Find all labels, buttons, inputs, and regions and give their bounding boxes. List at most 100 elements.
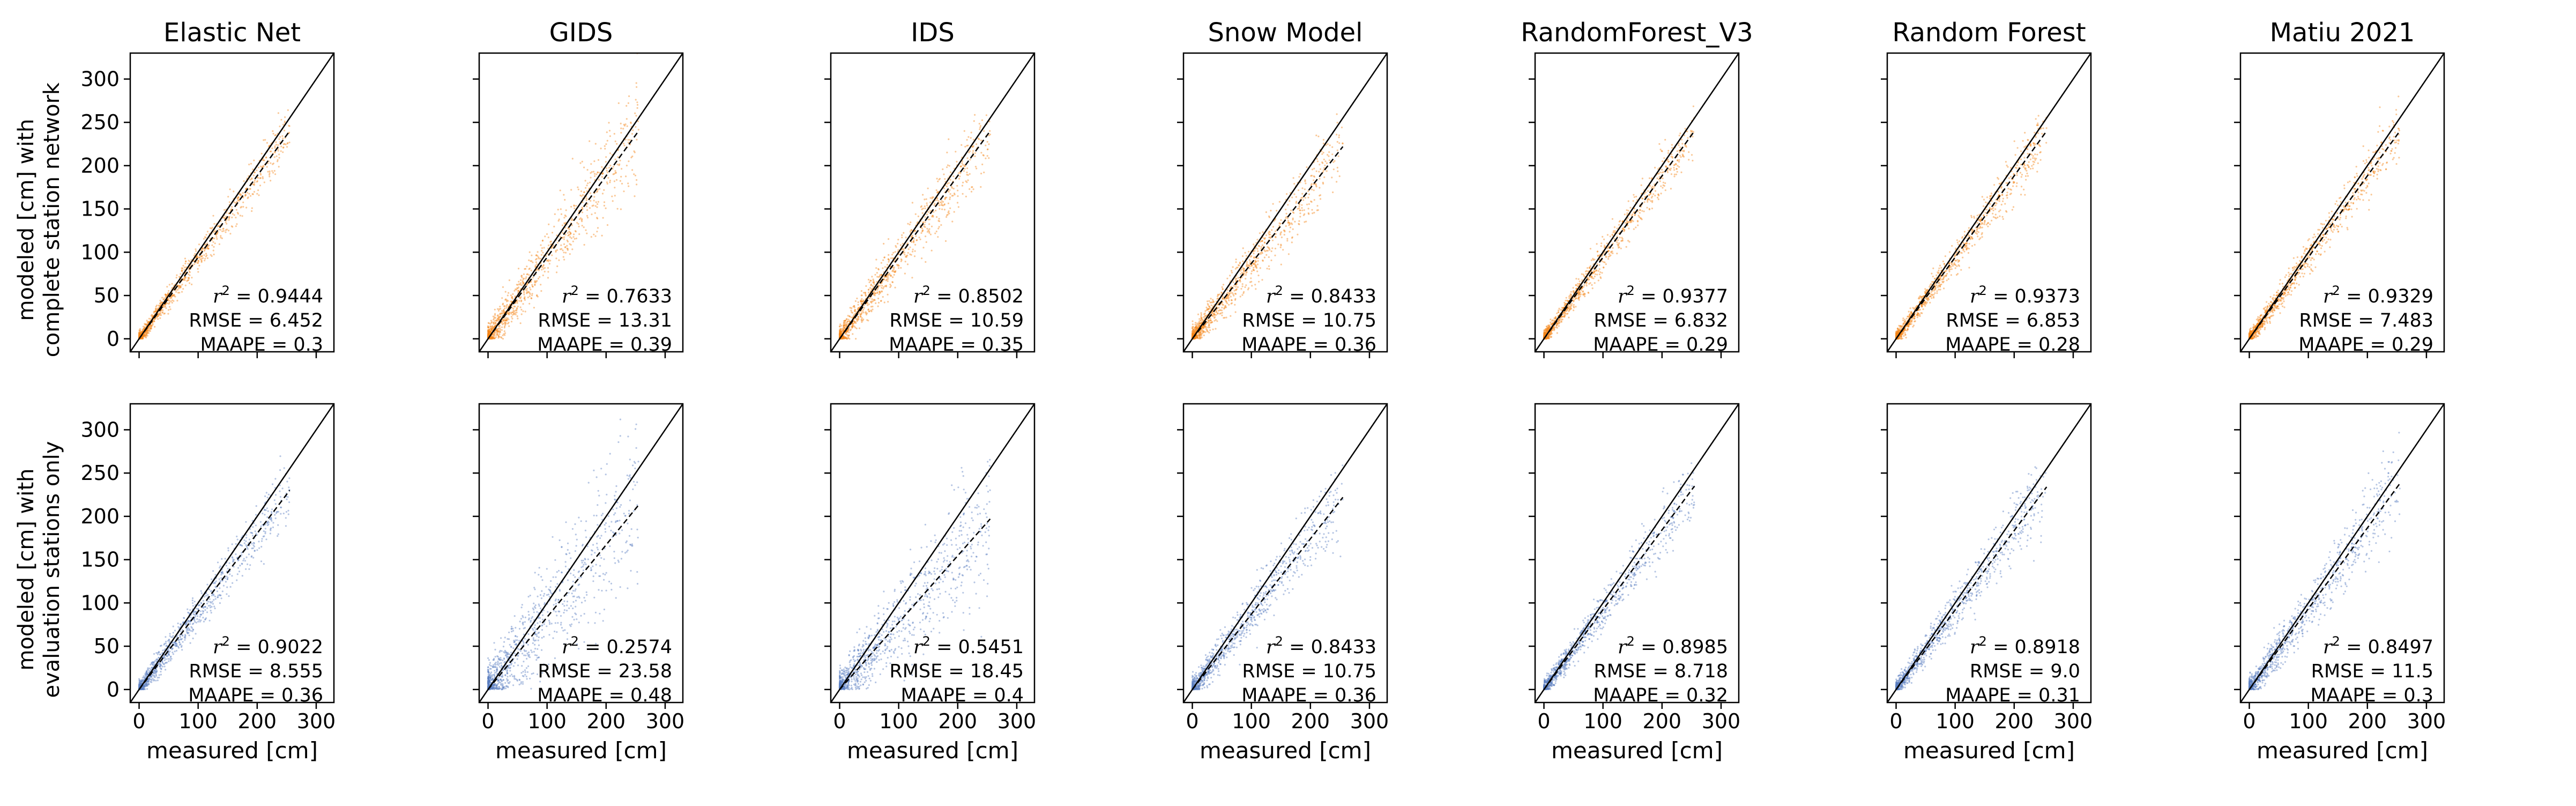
scatter-point [237, 196, 240, 198]
scatter-point [1207, 308, 1209, 310]
scatter-point [987, 148, 989, 150]
scatter-point [1192, 335, 1194, 337]
scatter-point [945, 186, 948, 188]
scatter-point [487, 327, 489, 329]
scatter-point [1194, 322, 1197, 324]
scatter-point [1657, 196, 1659, 199]
scatter-point [1285, 216, 1287, 218]
scatter-point [518, 280, 520, 283]
scatter-point [1221, 314, 1223, 316]
scatter-point [1568, 316, 1570, 319]
scatter-point [1203, 334, 1205, 337]
scatter-point [1651, 208, 1653, 210]
scatter-point [847, 329, 849, 331]
scatter-point [839, 333, 841, 336]
scatter-point [498, 325, 501, 327]
scatter-point [943, 209, 945, 211]
scatter-point [859, 313, 861, 315]
scatter-point [493, 321, 495, 323]
scatter-point [879, 285, 881, 287]
scatter-point [1654, 167, 1656, 169]
scatter-point [855, 319, 858, 321]
scatter-point [1253, 256, 1255, 258]
scatter-point [489, 331, 492, 334]
scatter-point [1665, 166, 1667, 168]
scatter-point [860, 294, 862, 297]
scatter-point [1207, 308, 1209, 311]
scatter-point [1217, 302, 1219, 304]
scatter-point [1201, 327, 1203, 329]
scatter-point [1213, 317, 1216, 319]
scatter-point [844, 322, 846, 324]
scatter-point [961, 160, 964, 162]
scatter-point [165, 295, 167, 297]
scatter-point [934, 203, 936, 205]
scatter-point [1196, 335, 1198, 337]
scatter-point [578, 225, 580, 227]
scatter-point [981, 119, 984, 121]
scatter-point [1201, 318, 1203, 320]
scatter-point [604, 147, 606, 150]
scatter-point [1548, 325, 1551, 328]
scatter-point [614, 158, 616, 160]
scatter-point [139, 334, 141, 336]
scatter-point [213, 223, 215, 225]
scatter-point [494, 337, 496, 339]
scatter-point [1205, 309, 1208, 311]
scatter-point [1211, 314, 1213, 316]
scatter-point [585, 197, 587, 199]
scatter-point [1257, 250, 1259, 252]
scatter-point [1558, 322, 1560, 324]
axes-frame [478, 52, 684, 353]
scatter-point [493, 336, 495, 338]
scatter-point [1299, 209, 1301, 211]
scatter-point [839, 332, 841, 334]
scatter-point [200, 261, 203, 263]
scatter-point [1603, 267, 1605, 269]
scatter-point [1556, 332, 1558, 334]
scatter-point [140, 337, 143, 340]
scatter-point [598, 179, 600, 181]
scatter-point [497, 335, 500, 337]
scatter-point [270, 180, 272, 182]
scatter-point [1241, 271, 1243, 273]
scatter-point [1601, 260, 1603, 262]
scatter-point [1253, 257, 1255, 259]
scatter-point [887, 301, 889, 303]
scatter-point [259, 173, 262, 175]
scatter-point [1259, 267, 1261, 269]
scatter-point [159, 302, 161, 305]
scatter-point [208, 244, 210, 247]
scatter-point [839, 330, 841, 333]
scatter-point [493, 323, 495, 325]
scatter-point [1548, 326, 1550, 328]
scatter-point [492, 337, 494, 339]
scatter-point [269, 175, 271, 178]
scatter-point [263, 166, 265, 168]
scatter-point [847, 337, 849, 339]
scatter-point [1211, 312, 1213, 314]
scatter-point [1285, 225, 1287, 227]
scatter-point [855, 327, 858, 330]
scatter-point [935, 231, 937, 233]
scatter-point [1211, 321, 1213, 324]
scatter-point [1207, 303, 1209, 305]
scatter-point [559, 248, 562, 250]
scatter-point [218, 228, 220, 231]
scatter-point [1298, 223, 1300, 225]
scatter-point [176, 289, 179, 291]
scatter-point [873, 299, 875, 301]
scatter-point [958, 178, 961, 180]
scatter-point [180, 273, 182, 275]
scatter-point [1543, 331, 1545, 334]
scatter-point [496, 330, 498, 332]
scatter-point [1197, 337, 1199, 339]
scatter-point [504, 317, 506, 320]
scatter-point [606, 169, 608, 172]
scatter-point [487, 330, 489, 332]
scatter-point [516, 309, 518, 312]
identity-line [1183, 53, 1387, 352]
scatter-point [182, 288, 184, 290]
scatter-point [539, 276, 541, 278]
